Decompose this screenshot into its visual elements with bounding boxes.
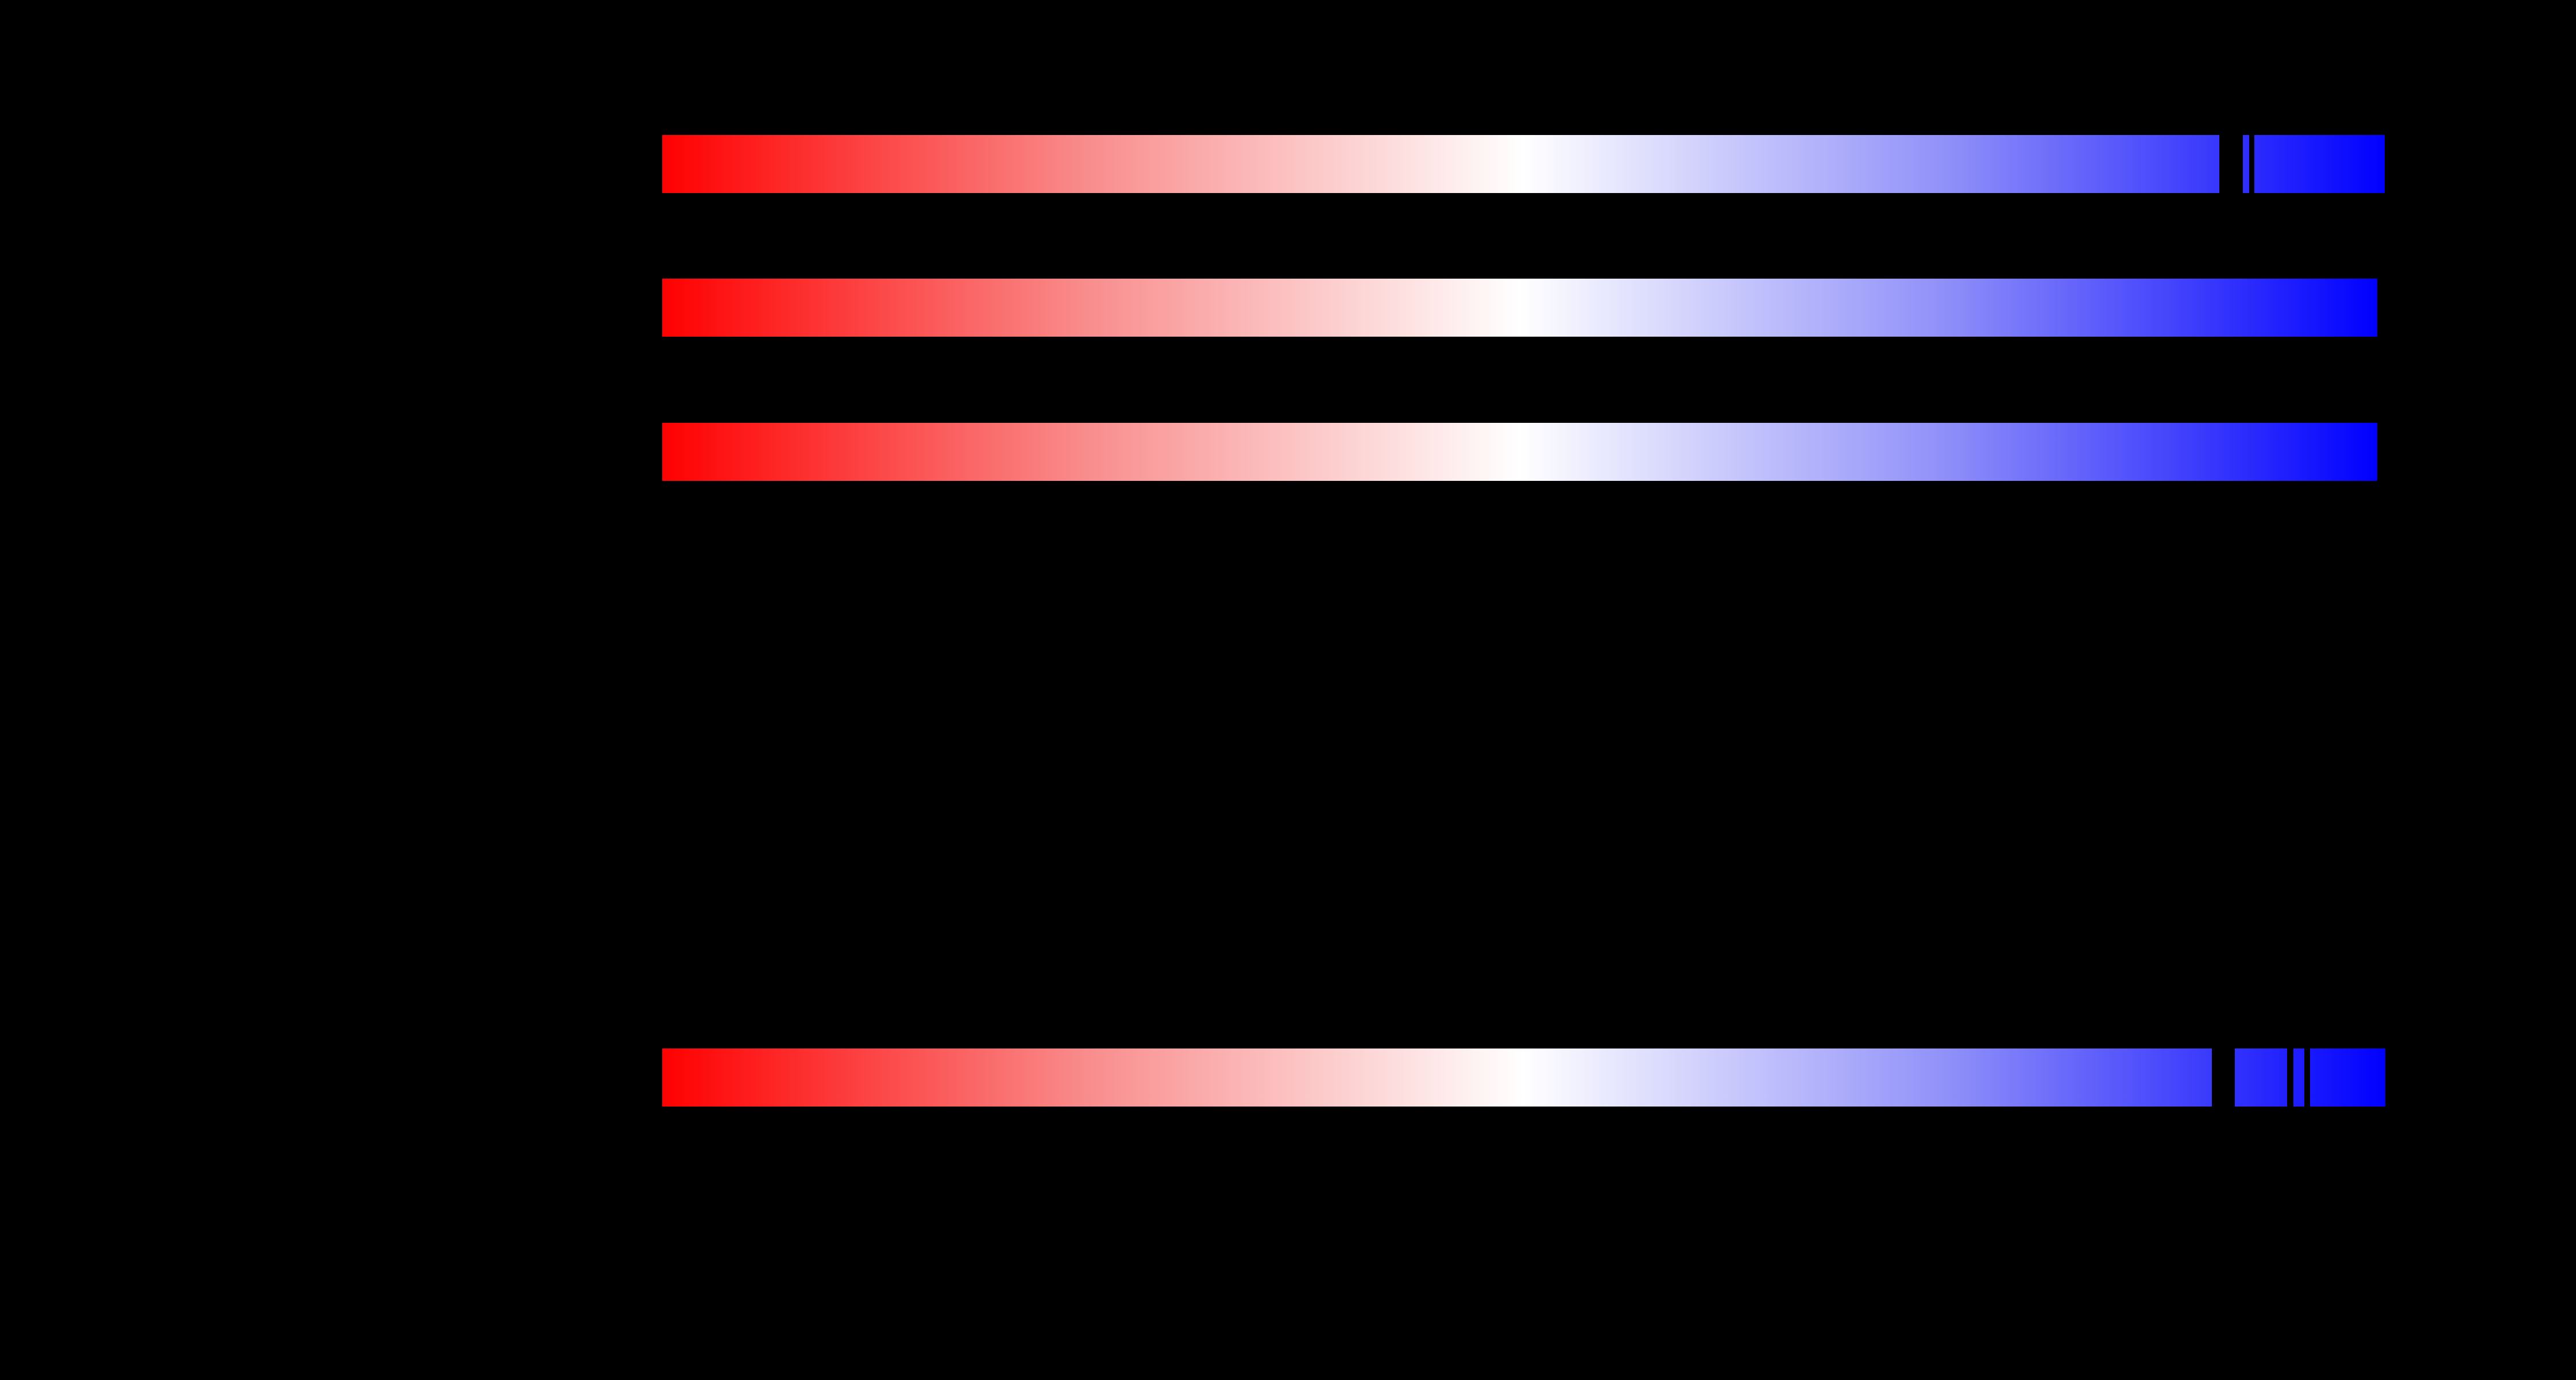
strip-gap <box>2212 1049 2235 1107</box>
gradient-strip-4 <box>662 1049 2385 1107</box>
strip-gap <box>2249 135 2254 193</box>
strip-gap <box>2287 1049 2293 1107</box>
gradient-strip-1 <box>662 135 2385 193</box>
strip-gap <box>2219 135 2243 193</box>
gradient-strip-3 <box>662 423 2377 481</box>
strip-gap <box>2304 1049 2310 1107</box>
gradient-strip-2 <box>662 279 2377 337</box>
